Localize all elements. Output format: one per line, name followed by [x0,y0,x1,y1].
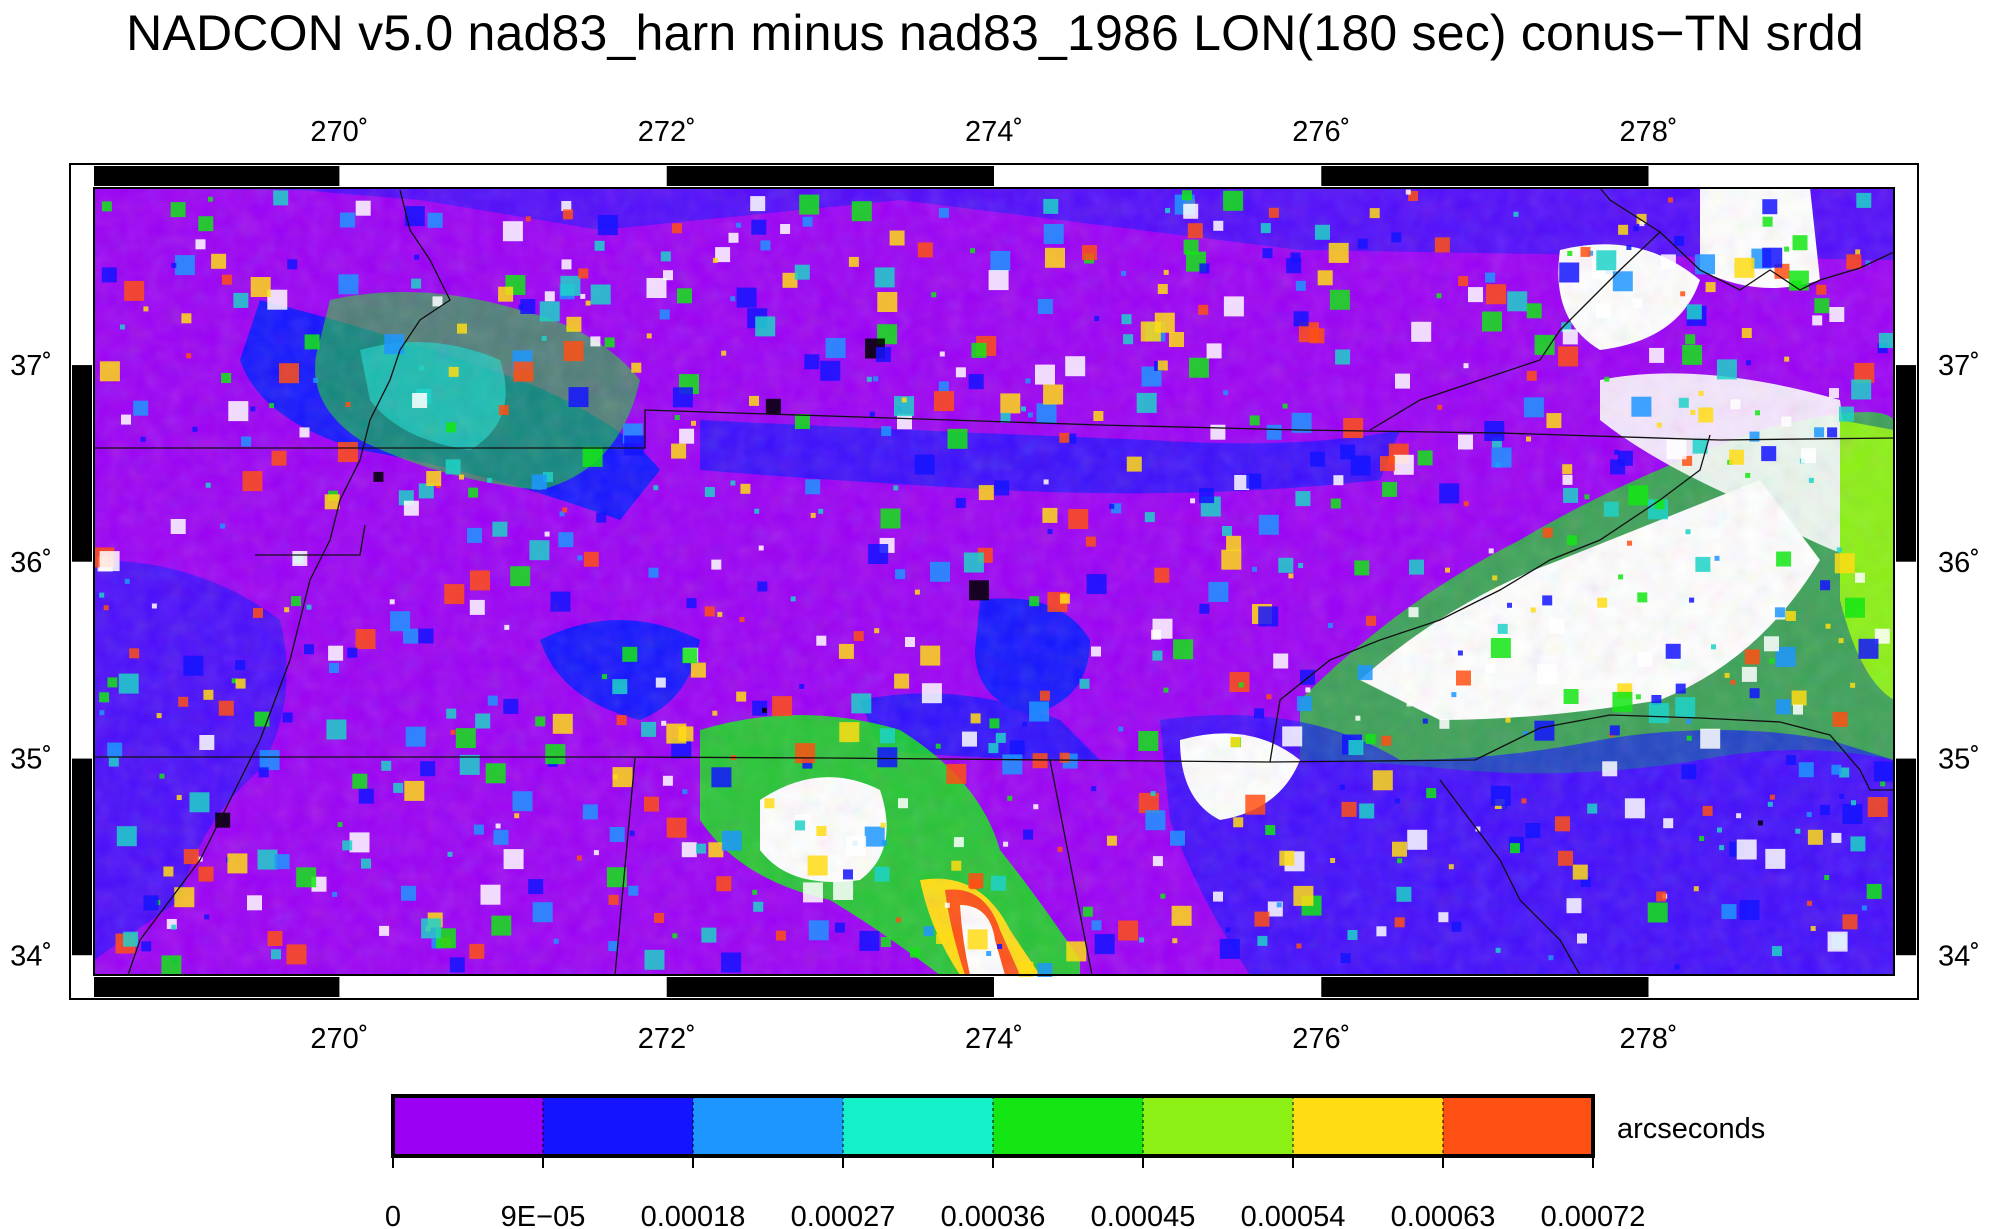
colorbar-units: arcseconds [1617,1113,1765,1145]
bottom-tick-label: 278˚ [1620,1023,1678,1055]
frame-segment-bottom [339,977,667,997]
frame-segment-right [1896,955,1916,975]
bottom-tick-label: 274˚ [965,1023,1023,1055]
bottom-tick-label: 270˚ [310,1023,368,1055]
frame-segment-top [994,166,1322,186]
bottom-tick-label: 276˚ [1292,1023,1350,1055]
colorbar-swatch [543,1096,694,1156]
colorbar-tick-label: 9E−05 [501,1201,586,1229]
frame-segment-right [1896,561,1916,759]
colorbar-tick-label: 0.00018 [641,1201,746,1229]
frame-segment-right [1896,188,1916,366]
colorbar-swatch [693,1096,844,1156]
left-tick-label: 37˚ [10,350,52,382]
colorbar-tick-label: 0.00072 [1541,1201,1646,1229]
frame-segment-bottom [1648,977,1894,997]
colorbar-swatch [843,1096,994,1156]
map-frame [69,163,1919,1000]
left-axis-ticks: 37˚ 36˚ 35˚ 34˚ [10,350,52,972]
bottom-axis-ticks: 270˚ 272˚ 274˚ 276˚ 278˚ [310,1023,1677,1055]
left-tick-label: 35˚ [10,744,52,776]
right-axis-ticks: 37˚ 36˚ 35˚ 34˚ [1938,350,1980,972]
frame-segment-top [1648,166,1894,186]
left-tick-label: 36˚ [10,547,52,579]
frame-segment-left [72,188,92,366]
colorbar-swatch [1443,1096,1594,1156]
frame-segment-right [1896,758,1916,956]
top-tick-label: 274˚ [965,116,1023,148]
frame-segment-top [94,166,340,186]
top-tick-label: 276˚ [1292,116,1350,148]
frame-segment-left [72,561,92,759]
colorbar-tick-label: 0.00027 [791,1201,896,1229]
colorbar-tick-label: 0.00063 [1391,1201,1496,1229]
colorbar-tick-label: 0.00036 [941,1201,1046,1229]
frame-segment-bottom [994,977,1322,997]
top-tick-label: 278˚ [1620,116,1678,148]
bottom-tick-label: 272˚ [638,1023,696,1055]
top-axis-ticks: 270˚ 272˚ 274˚ 276˚ 278˚ [310,116,1677,148]
frame-segment-left [72,955,92,975]
top-tick-label: 272˚ [638,116,696,148]
state-boundaries [94,187,1895,976]
map-title: NADCON v5.0 nad83_harn minus nad83_1986 … [126,5,1864,61]
colorbar-swatch [1293,1096,1444,1156]
right-tick-label: 36˚ [1938,547,1980,579]
right-tick-label: 35˚ [1938,744,1980,776]
colorbar-tick-label: 0.00054 [1241,1201,1346,1229]
colorbar-swatch [1143,1096,1294,1156]
left-tick-label: 34˚ [10,940,52,972]
colorbar-tick-label: 0.00045 [1091,1201,1196,1229]
colorbar-swatch [393,1096,544,1156]
frame-segment-bottom [94,977,340,997]
top-tick-label: 270˚ [310,116,368,148]
frame-segment-left [72,365,92,562]
frame-segment-right [1896,365,1916,562]
frame-segment-bottom [1321,977,1649,997]
heatmap [94,188,1894,978]
frame-segment-top [666,166,994,186]
frame-segment-left [72,758,92,956]
colorbar-tick-label: 0 [385,1201,401,1229]
frame-segment-bottom [666,977,994,997]
colorbar-swatch [993,1096,1144,1156]
frame-segment-top [339,166,667,186]
frame-segment-top [1321,166,1649,186]
right-tick-label: 34˚ [1938,940,1980,972]
right-tick-label: 37˚ [1938,350,1980,382]
colorbar: 0 9E−05 0.00018 0.00027 0.00036 0.00045 0.0005… [385,1094,1765,1229]
